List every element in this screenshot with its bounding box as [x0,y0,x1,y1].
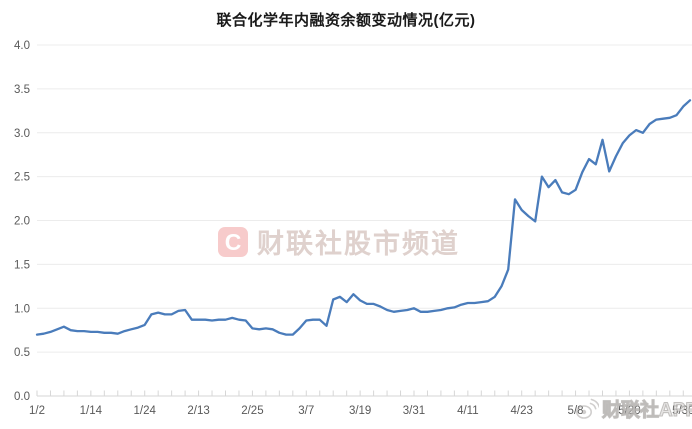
x-axis-label: 1/2 [29,405,45,417]
y-axis-label: 3.5 [14,84,30,96]
financing-balance-line [35,99,692,336]
y-axis-label: 3.0 [14,128,30,140]
y-axis-label: 0.5 [14,347,30,359]
x-axis-label: 3/31 [403,405,425,417]
x-axis-label: 2/13 [187,405,209,417]
x-axis-label: 1/24 [134,405,157,417]
x-axis-label: 4/23 [511,405,533,417]
y-axis-label: 2.0 [14,216,30,228]
x-axis-label: 5/8 [568,405,584,417]
y-axis-label: 0.0 [14,391,30,403]
x-axis-label: 1/14 [80,405,103,417]
x-axis-label: 3/7 [298,405,314,417]
x-axis-label: 3/19 [349,405,371,417]
x-axis-label: 4/11 [457,405,479,417]
y-axis-label: 1.5 [14,259,30,271]
y-axis-label: 1.0 [14,303,30,315]
x-axis-label: 5/30 [672,405,692,417]
x-axis-label: 5/20 [618,405,640,417]
chart-title: 联合化学年内融资余额变动情况(亿元) [216,12,476,29]
x-axis-label: 2/25 [241,405,263,417]
y-axis-label: 2.5 [14,172,30,184]
y-axis-label: 4.0 [14,40,30,52]
